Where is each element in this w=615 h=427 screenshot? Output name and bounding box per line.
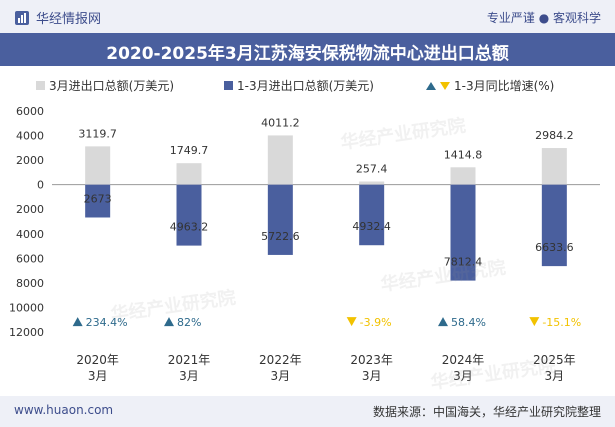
chart-title: 2020-2025年3月江苏海安保税物流中心进出口总额 <box>106 44 509 64</box>
growth-label: 234.4% <box>86 316 128 329</box>
x-tick-label: 3月 <box>88 369 108 383</box>
bar-march <box>541 148 567 185</box>
y-tick-label: 0 <box>37 179 44 192</box>
growth-up-marker <box>72 317 83 327</box>
legend-label-cumulative: 1-3月进出口总额(万美元) <box>237 79 374 93</box>
chart-plot: 6000 4000 2000 0 2000 4000 6000 8000 10000 12000 3… <box>9 105 600 383</box>
growth-label: -15.1% <box>542 316 581 329</box>
legend-swatch-cumulative <box>224 81 233 90</box>
x-tick-label: 2020年 <box>76 353 119 367</box>
brand-name: 华经情报网 <box>36 12 102 27</box>
footer-bar: www.huaon.com 数据来源：中国海关，华经产业研究院整理 <box>0 396 615 427</box>
y-tick-label: 6000 <box>16 105 44 118</box>
data-label-march: 1749.7 <box>170 144 209 157</box>
bar-march <box>267 135 293 185</box>
legend-label-growth: 1-3月同比增速(%) <box>454 79 555 93</box>
legend-swatch-march <box>36 81 45 90</box>
bar-cumulative <box>85 184 111 218</box>
chart-legend: 3月进出口总额(万美元) 1-3月进出口总额(万美元) 1-3月同比增速(%) <box>0 74 615 96</box>
x-tick-label: 3月 <box>362 369 382 383</box>
data-label-cumulative: 4932.4 <box>352 220 391 233</box>
y-tick-label: 2000 <box>16 154 44 167</box>
bar-cumulative <box>267 184 293 255</box>
data-label-cumulative: 4963.2 <box>170 221 209 234</box>
data-label-cumulative: 2673 <box>84 192 112 205</box>
x-tick-label: 3月 <box>179 369 199 383</box>
growth-up-marker <box>438 317 448 327</box>
y-tick-label: 12000 <box>9 326 44 339</box>
brand-logo-icon <box>15 10 29 25</box>
bar-march <box>176 163 202 185</box>
y-tick-label: 4000 <box>16 130 44 143</box>
x-tick-label: 3月 <box>271 369 291 383</box>
legend-item-march: 3月进出口总额(万美元) <box>36 77 174 94</box>
data-label-march: 257.4 <box>356 163 388 176</box>
growth-down-marker <box>346 317 357 327</box>
legend-item-growth: 1-3月同比增速(%) <box>426 77 554 94</box>
footer-site: www.huaon.com <box>14 403 114 417</box>
top-bar: 华经情报网 专业严谨 ● 客观科学 <box>0 0 615 33</box>
growth-label: -3.9% <box>360 316 392 329</box>
legend-triangle-up-icon <box>426 81 436 90</box>
x-tick-label: 2024年 <box>442 353 485 367</box>
data-label-march: 3119.7 <box>78 127 117 140</box>
bar-march <box>85 146 111 185</box>
data-label-march: 4011.2 <box>261 116 300 129</box>
data-label-cumulative: 6633.6 <box>535 241 574 254</box>
legend-label-march: 3月进出口总额(万美元) <box>49 79 174 93</box>
legend-triangle-down-icon <box>440 81 450 90</box>
bar-march <box>450 167 476 185</box>
x-tick-label: 2022年 <box>259 353 302 367</box>
legend-item-cumulative: 1-3月进出口总额(万美元) <box>224 77 374 94</box>
growth-label: 82% <box>177 316 201 329</box>
x-tick-label: 3月 <box>545 369 565 383</box>
data-label-cumulative: 7812.4 <box>444 256 483 269</box>
y-tick-label: 4000 <box>16 228 44 241</box>
y-tick-label: 10000 <box>9 301 44 314</box>
x-tick-label: 3月 <box>453 369 473 383</box>
bar-cumulative <box>541 184 567 267</box>
tagline: 专业严谨 ● 客观科学 <box>486 11 601 25</box>
bar-cumulative <box>450 184 476 281</box>
y-tick-label: 6000 <box>16 252 44 265</box>
data-label-march: 2984.2 <box>535 129 574 142</box>
data-label-march: 1414.8 <box>444 148 483 161</box>
y-tick-label: 8000 <box>16 277 44 290</box>
data-label-cumulative: 5722.6 <box>261 230 300 243</box>
x-tick-label: 2021年 <box>168 353 211 367</box>
brand: 华经情报网 <box>14 8 101 27</box>
bar-cumulative <box>176 184 202 246</box>
growth-down-marker <box>529 317 540 327</box>
growth-label: 58.4% <box>451 316 486 329</box>
y-tick-label: 2000 <box>16 203 44 216</box>
title-bar: 2020-2025年3月江苏海安保税物流中心进出口总额 <box>0 33 615 66</box>
x-tick-label: 2023年 <box>350 353 393 367</box>
bar-cumulative <box>359 184 385 246</box>
bar-march <box>359 181 385 185</box>
growth-up-marker <box>164 317 174 327</box>
footer-source: 数据来源：中国海关，华经产业研究院整理 <box>372 405 601 419</box>
x-tick-label: 2025年 <box>533 353 576 367</box>
